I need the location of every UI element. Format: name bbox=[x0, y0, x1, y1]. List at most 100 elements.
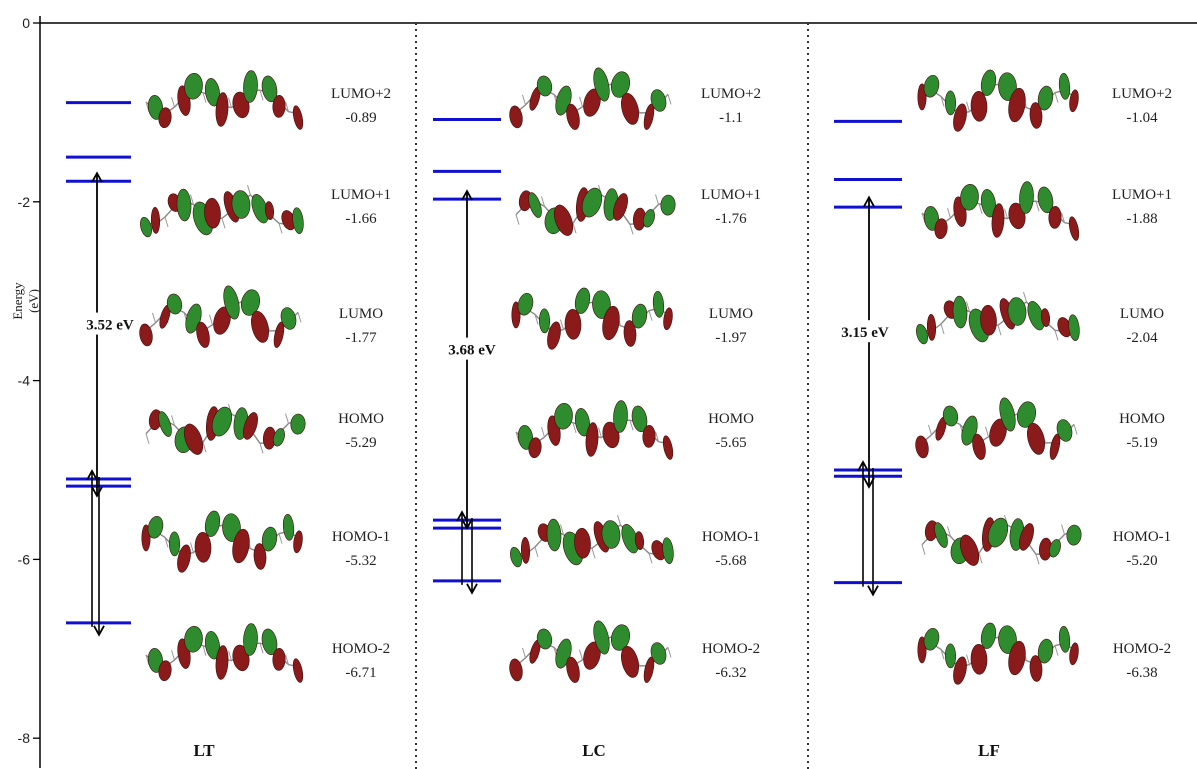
orbital-lobe bbox=[243, 412, 258, 440]
orbital-label: LUMO+1 bbox=[701, 187, 761, 203]
orbital-lobe bbox=[183, 423, 204, 455]
panel-dividers bbox=[415, 23, 809, 769]
orbital-picture-homo-2 bbox=[509, 620, 672, 683]
orbital-picture-lumo bbox=[139, 285, 302, 348]
orbital-lobe bbox=[952, 295, 968, 329]
orbital-lobe bbox=[613, 400, 628, 433]
molecule-bond bbox=[247, 184, 251, 196]
arrow-head bbox=[93, 625, 105, 637]
molecule-bond bbox=[648, 553, 653, 564]
molecule-bond bbox=[940, 96, 945, 107]
orbital-lobe bbox=[953, 103, 967, 132]
orbital-lobe bbox=[652, 290, 665, 318]
orbital-picture-homo-2 bbox=[145, 623, 304, 683]
orbital-lobe bbox=[282, 513, 295, 541]
orbital-label: HOMO-2 bbox=[1113, 641, 1171, 657]
orbital-lobe bbox=[147, 95, 164, 120]
orbital-lobe bbox=[243, 70, 258, 103]
orbital-lobe bbox=[662, 537, 674, 564]
orbital-lobe bbox=[194, 532, 212, 563]
orbital-lobe bbox=[272, 648, 286, 671]
molecule-bond bbox=[1054, 645, 1059, 656]
orbital-lobe bbox=[574, 527, 591, 559]
orbital-lobe bbox=[623, 320, 637, 347]
molecule-bond bbox=[655, 431, 659, 442]
molecule-bond bbox=[190, 542, 194, 553]
molecule-bond bbox=[572, 223, 577, 234]
orbital-lobe bbox=[980, 69, 997, 96]
molecule-bond bbox=[579, 96, 583, 107]
orbital-lobe bbox=[147, 648, 164, 673]
molecule-bond bbox=[947, 526, 951, 537]
y-tick-label: -8 bbox=[18, 730, 31, 746]
molecule-bond bbox=[259, 443, 264, 454]
molecule-bond bbox=[928, 424, 932, 436]
molecule-bond bbox=[940, 649, 945, 660]
molecule-bond bbox=[572, 422, 577, 433]
orbital-lobe bbox=[987, 517, 1009, 548]
orbital-lobe bbox=[177, 544, 191, 573]
orbital-lobe bbox=[980, 189, 997, 218]
orbital-lobe bbox=[610, 71, 631, 98]
orbital-lobe bbox=[554, 402, 573, 430]
molecule-bond bbox=[522, 94, 526, 106]
molecule-bond bbox=[171, 649, 175, 661]
orbital-lobe bbox=[1037, 638, 1054, 664]
molecule-bond bbox=[259, 643, 264, 654]
orbital-lobe bbox=[292, 658, 304, 683]
orbital-lobe bbox=[574, 287, 591, 314]
orbital-picture-lumoplus2 bbox=[917, 69, 1079, 132]
orbital-lobe bbox=[147, 515, 164, 539]
orbital-lobe bbox=[1068, 314, 1080, 341]
orbital-lobe bbox=[942, 405, 959, 427]
orbital-lobe bbox=[642, 425, 656, 448]
orbital-lobe bbox=[1008, 640, 1026, 676]
orbital-lobe bbox=[631, 405, 648, 433]
orbital-lobe bbox=[585, 422, 599, 457]
arrow-head bbox=[857, 460, 869, 472]
orbital-lobe bbox=[650, 89, 667, 112]
orbital-lobe bbox=[566, 656, 580, 683]
orbital-lobe bbox=[621, 92, 639, 125]
molecule-bond bbox=[202, 645, 207, 656]
orbital-lobe bbox=[581, 187, 603, 218]
orbital-lobe bbox=[517, 425, 534, 450]
orbital-lobe bbox=[166, 293, 183, 315]
orbital-label: LUMO+1 bbox=[1112, 187, 1172, 203]
y-tick-label: -2 bbox=[18, 194, 31, 210]
orbital-lobe bbox=[663, 307, 673, 331]
orbital-lobe bbox=[211, 406, 233, 437]
orbital-lobe bbox=[970, 91, 988, 122]
molecule-bond bbox=[515, 214, 520, 225]
orbital-lobe bbox=[566, 103, 580, 130]
orbital-lobe bbox=[991, 203, 1005, 238]
orbital-label: LUMO bbox=[1120, 306, 1164, 322]
orbital-lobe bbox=[593, 67, 610, 102]
molecule-bond bbox=[978, 203, 983, 214]
orbital-lobe bbox=[944, 643, 957, 669]
orbital-lobe bbox=[215, 645, 229, 680]
molecule-bond bbox=[617, 514, 621, 526]
orbital-lobe bbox=[1008, 87, 1026, 123]
orbital-energy: -5.19 bbox=[1126, 435, 1157, 451]
molecule-bond bbox=[1035, 554, 1040, 565]
orbital-lobe bbox=[204, 78, 221, 107]
orbital-lobe bbox=[602, 305, 620, 341]
orbital-lobe bbox=[643, 103, 655, 130]
orbital-lobe bbox=[243, 623, 258, 656]
orbital-lobe bbox=[574, 408, 591, 437]
orbital-lobe bbox=[601, 520, 621, 549]
panel-name: LC bbox=[582, 741, 606, 760]
molecule-bond bbox=[164, 537, 169, 548]
orbital-energy: -5.32 bbox=[345, 553, 376, 569]
orbital-lobe bbox=[1056, 419, 1073, 442]
orbital-lobe bbox=[261, 526, 278, 552]
orbital-lobe bbox=[158, 411, 172, 437]
orbital-energy: -1.77 bbox=[345, 330, 377, 346]
orbital-lobe bbox=[916, 323, 928, 345]
molecule-bond bbox=[164, 216, 169, 228]
orbital-lobe bbox=[1027, 422, 1045, 455]
arrow-head bbox=[461, 189, 473, 201]
orbital-lobe bbox=[292, 105, 304, 130]
